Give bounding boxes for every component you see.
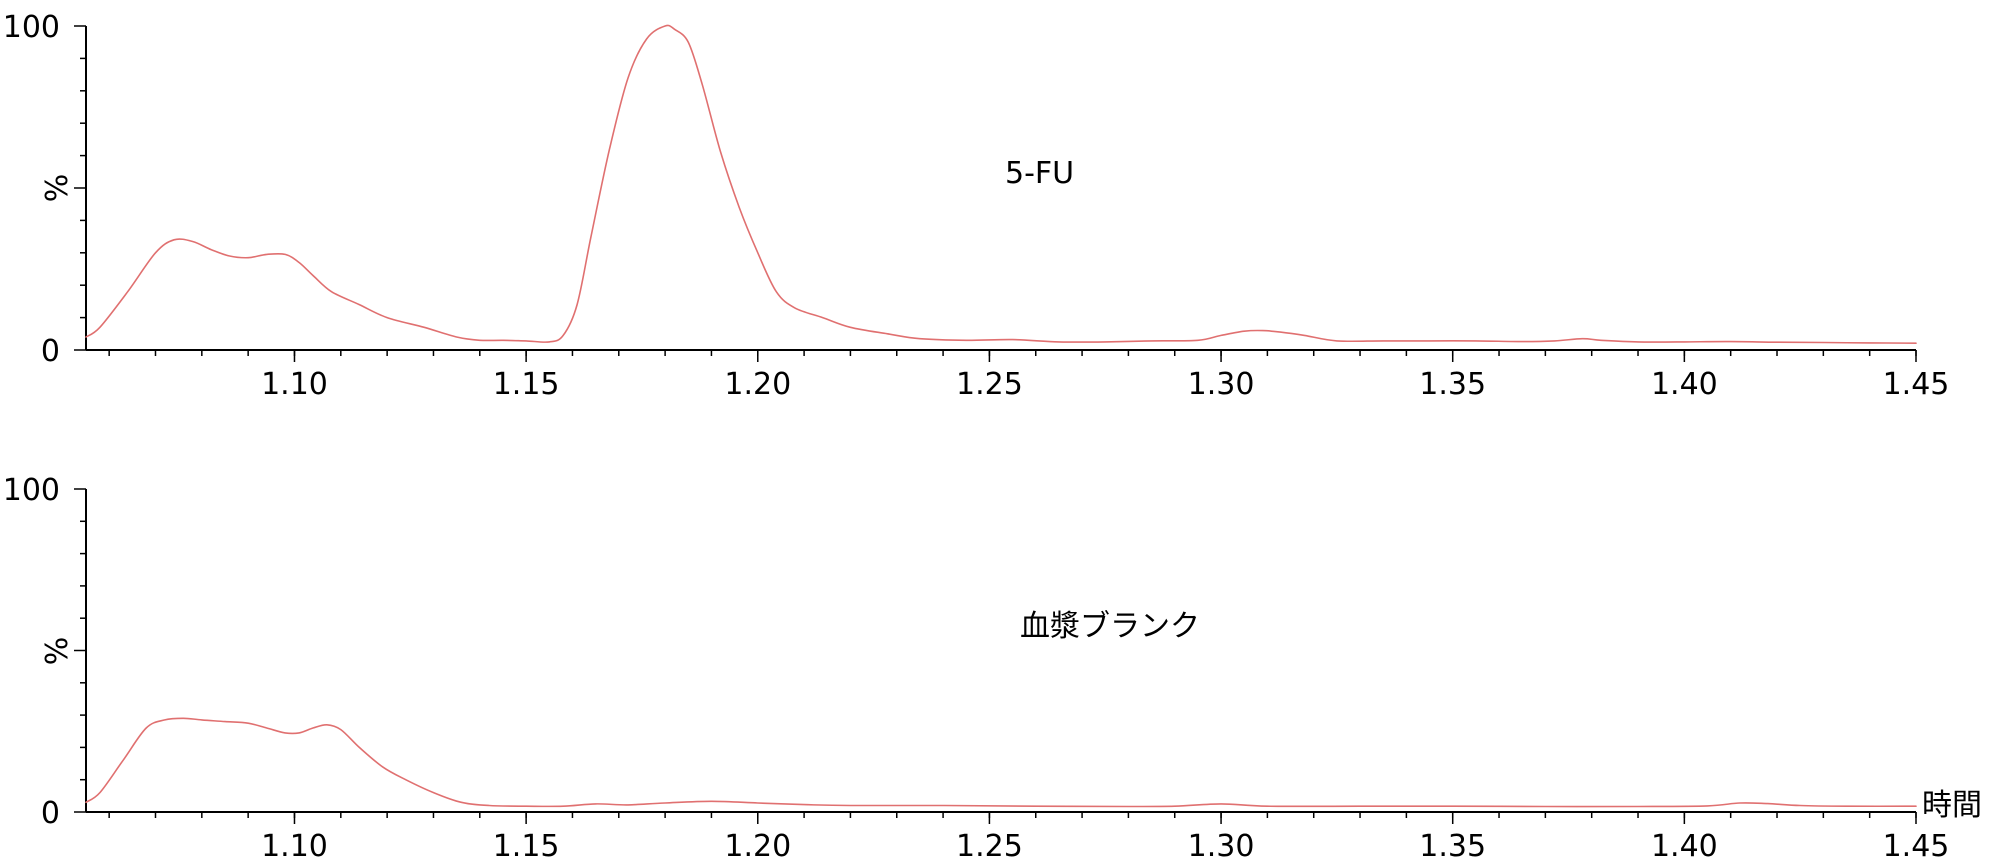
x-ticks: 1.10 1.15 1.20 1.25 1.30 1.35 1.40 1.45	[108, 350, 1950, 402]
y-axis-label: %	[40, 174, 75, 203]
y-tick-label-100: 100	[3, 473, 60, 508]
x-tick-label: 1.40	[1651, 829, 1718, 863]
trace-annotation-blank: 血漿ブランク	[1020, 609, 1200, 644]
chromatogram-panel-blank: 1.10 1.15 1.20 1.25 1.30 1.35 1.40 1.45 100 0 %…	[3, 473, 1982, 863]
y-minor-ticks	[74, 488, 86, 813]
x-tick-label: 1.40	[1651, 367, 1718, 402]
x-axis-label: 時間	[1922, 788, 1982, 823]
trace-line-5fu	[85, 24, 1917, 344]
x-tick-label: 1.25	[956, 829, 1023, 863]
x-tick-label: 1.45	[1883, 367, 1950, 402]
chromatogram-panel-5fu: 1.10 1.15 1.20 1.25 1.30 1.35 1.40 1.45 100 0 %…	[3, 10, 1950, 402]
y-tick-label-100: 100	[3, 10, 60, 45]
x-tick-label: 1.10	[261, 829, 328, 863]
y-axis-label: %	[40, 637, 75, 666]
x-tick-label: 1.20	[724, 829, 791, 863]
trace-annotation-5fu: 5-FU	[1005, 156, 1074, 191]
x-ticks: 1.10 1.15 1.20 1.25 1.30 1.35 1.40 1.45	[108, 812, 1950, 863]
x-tick-label: 1.30	[1188, 367, 1255, 402]
x-tick-label: 1.20	[724, 367, 791, 402]
x-tick-label: 1.25	[956, 367, 1023, 402]
x-tick-label: 1.15	[493, 829, 560, 863]
x-tick-label: 1.10	[261, 367, 328, 402]
trace-line-blank	[85, 717, 1917, 808]
x-tick-label: 1.35	[1419, 367, 1486, 402]
y-tick-label-0: 0	[41, 796, 60, 831]
x-tick-label: 1.15	[493, 367, 560, 402]
y-tick-label-0: 0	[41, 334, 60, 369]
x-tick-label: 1.45	[1883, 829, 1950, 863]
y-minor-ticks	[74, 25, 86, 351]
x-tick-label: 1.30	[1188, 829, 1255, 863]
x-tick-label: 1.35	[1419, 829, 1486, 863]
